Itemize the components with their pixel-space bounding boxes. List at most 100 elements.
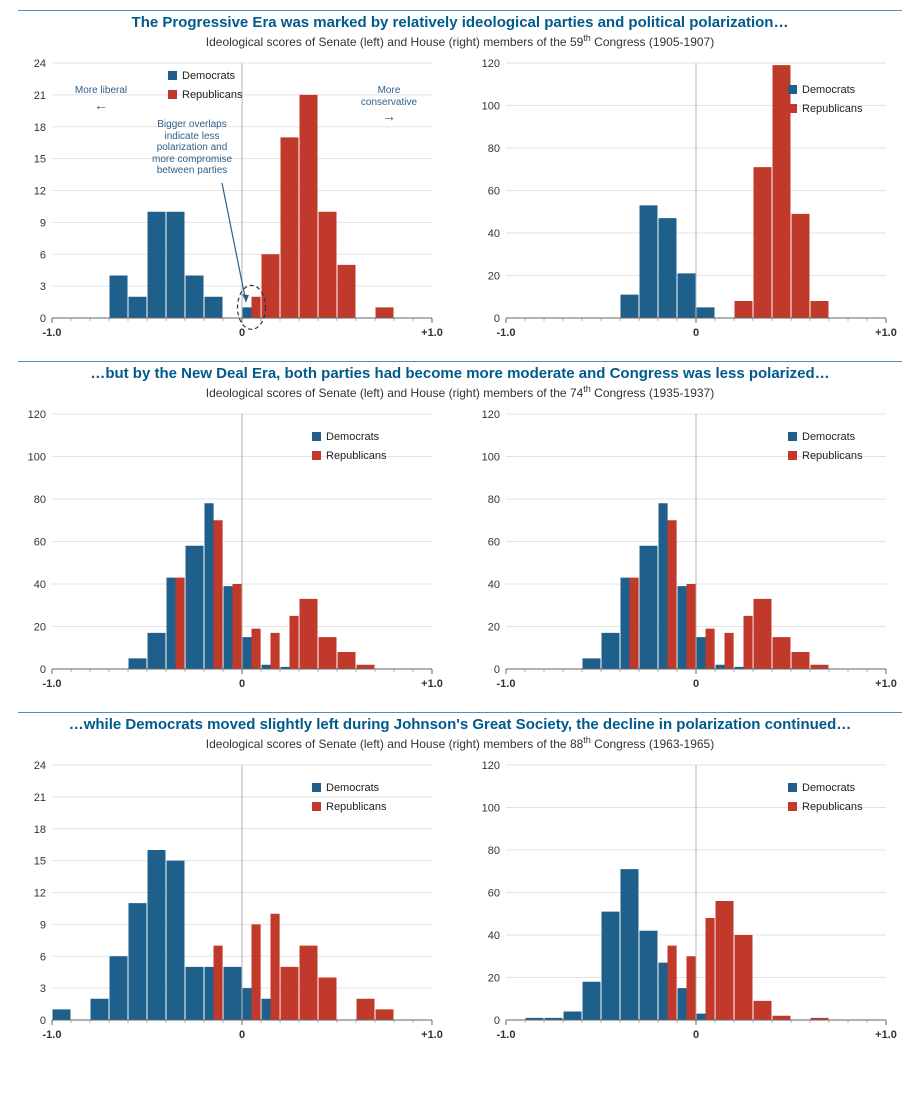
svg-text:20: 20 (488, 271, 500, 283)
svg-text:120: 120 (28, 409, 46, 421)
chart-panel: 0 3 6 9 12 15 18 21 24 -1.0 0 +1.0 Democrats Republic… (18, 757, 448, 1047)
svg-text:80: 80 (488, 494, 500, 506)
section-0: The Progressive Era was marked by relati… (18, 10, 902, 345)
svg-text:120: 120 (482, 760, 500, 772)
svg-text:0: 0 (494, 313, 500, 325)
annotation-overlap: Bigger overlapsindicate lesspolarization… (142, 119, 242, 177)
svg-text:+1.0: +1.0 (875, 327, 897, 339)
svg-text:24: 24 (34, 58, 46, 70)
svg-text:21: 21 (34, 90, 46, 102)
legend-label-rep: Republicans (326, 450, 387, 462)
svg-text:0: 0 (494, 1015, 500, 1027)
svg-text:0: 0 (693, 678, 699, 690)
svg-text:15: 15 (34, 154, 46, 166)
legend-label-rep: Republicans (326, 801, 387, 813)
svg-text:40: 40 (488, 930, 500, 942)
section-1: …but by the New Deal Era, both parties h… (18, 361, 902, 696)
svg-text:12: 12 (34, 888, 46, 900)
legend-label-dem: Democrats (182, 70, 235, 82)
svg-text:20: 20 (34, 622, 46, 634)
chart-panel: 020406080100120-1.00+1.0DemocratsRepubli… (472, 757, 902, 1047)
svg-text:100: 100 (482, 101, 500, 113)
svg-text:60: 60 (488, 537, 500, 549)
svg-text:40: 40 (488, 579, 500, 591)
legend-item-rep: Republicans (312, 447, 387, 466)
svg-text:120: 120 (482, 58, 500, 70)
legend-item-rep: Republicans (788, 447, 863, 466)
svg-text:120: 120 (482, 409, 500, 421)
svg-text:12: 12 (34, 186, 46, 198)
legend-item-dem: Democrats (788, 81, 863, 100)
legend-item-dem: Democrats (312, 779, 387, 798)
legend-label-rep: Republicans (802, 450, 863, 462)
legend-label-dem: Democrats (802, 84, 855, 96)
svg-text:9: 9 (40, 919, 46, 931)
legend: Democrats Republicans (168, 67, 243, 104)
svg-text:0: 0 (40, 313, 46, 325)
section-title: The Progressive Era was marked by relati… (18, 14, 902, 31)
svg-text:-1.0: -1.0 (43, 1029, 62, 1041)
legend-item-rep: Republicans (168, 86, 243, 105)
svg-text:24: 24 (34, 760, 46, 772)
section-title: …while Democrats moved slightly left dur… (18, 716, 902, 733)
legend: Democrats Republicans (788, 779, 863, 816)
svg-text:-1.0: -1.0 (497, 1029, 516, 1041)
svg-text:0: 0 (693, 1029, 699, 1041)
svg-text:60: 60 (488, 186, 500, 198)
svg-text:+1.0: +1.0 (421, 1029, 443, 1041)
svg-text:20: 20 (488, 622, 500, 634)
section-title: …but by the New Deal Era, both parties h… (18, 365, 902, 382)
svg-text:+1.0: +1.0 (421, 678, 443, 690)
legend: DemocratsRepublicans (312, 428, 387, 465)
legend-label-dem: Democrats (802, 431, 855, 443)
svg-text:100: 100 (482, 452, 500, 464)
svg-text:0: 0 (494, 664, 500, 676)
svg-text:0: 0 (693, 327, 699, 339)
chart-panel: 020406080100120-1.00+1.0DemocratsRepubli… (472, 406, 902, 696)
svg-text:9: 9 (40, 217, 46, 229)
svg-text:80: 80 (34, 494, 46, 506)
svg-text:0: 0 (40, 1015, 46, 1027)
svg-text:+1.0: +1.0 (875, 1029, 897, 1041)
chart-panel: 03691215182124-1.00+1.0DemocratsRepublic… (18, 55, 448, 345)
divider (18, 10, 902, 11)
legend: Democrats Republicans (312, 779, 387, 816)
divider (18, 361, 902, 362)
legend-label-dem: Democrats (802, 782, 855, 794)
chart-row: 0 3 6 9 12 15 18 21 24 -1.0 0 +1.0 Democrats Republic… (18, 55, 902, 345)
svg-text:3: 3 (40, 983, 46, 995)
chart-panel: 020406080100120-1.00+1.0DemocratsRepubli… (18, 406, 448, 696)
chart-panel: 020406080100120-1.00+1.0DemocratsRepubli… (472, 55, 902, 345)
svg-text:60: 60 (488, 888, 500, 900)
svg-text:60: 60 (34, 537, 46, 549)
section-subtitle: Ideological scores of Senate (left) and … (18, 735, 902, 751)
legend-item-rep: Republicans (788, 100, 863, 119)
svg-text:40: 40 (488, 228, 500, 240)
svg-text:20: 20 (488, 973, 500, 985)
svg-text:21: 21 (34, 792, 46, 804)
annotation-liberal: More liberal← (66, 85, 136, 113)
svg-text:-1.0: -1.0 (497, 327, 516, 339)
svg-text:0: 0 (40, 664, 46, 676)
svg-text:3: 3 (40, 281, 46, 293)
legend-label-rep: Republicans (182, 89, 243, 101)
legend-item-dem: Democrats (788, 428, 863, 447)
svg-text:100: 100 (482, 803, 500, 815)
legend: Democrats Republicans (788, 428, 863, 465)
svg-text:18: 18 (34, 122, 46, 134)
svg-text:-1.0: -1.0 (497, 678, 516, 690)
svg-text:15: 15 (34, 856, 46, 868)
svg-text:18: 18 (34, 824, 46, 836)
section-2: …while Democrats moved slightly left dur… (18, 712, 902, 1047)
legend-item-dem: Democrats (168, 67, 243, 86)
chart-row: 0 20 40 60 80 100 120 -1.0 0 +1.0 Democrats Republi… (18, 406, 902, 696)
svg-text:6: 6 (40, 249, 46, 261)
svg-text:6: 6 (40, 951, 46, 963)
section-subtitle: Ideological scores of Senate (left) and … (18, 33, 902, 49)
chart-row: 0 3 6 9 12 15 18 21 24 -1.0 0 +1.0 Democrats Republic… (18, 757, 902, 1047)
legend-label-dem: Democrats (326, 782, 379, 794)
legend-label-rep: Republicans (802, 801, 863, 813)
svg-text:0: 0 (239, 1029, 245, 1041)
svg-text:-1.0: -1.0 (43, 678, 62, 690)
annotation-conservative: Moreconservative→ (350, 85, 428, 125)
